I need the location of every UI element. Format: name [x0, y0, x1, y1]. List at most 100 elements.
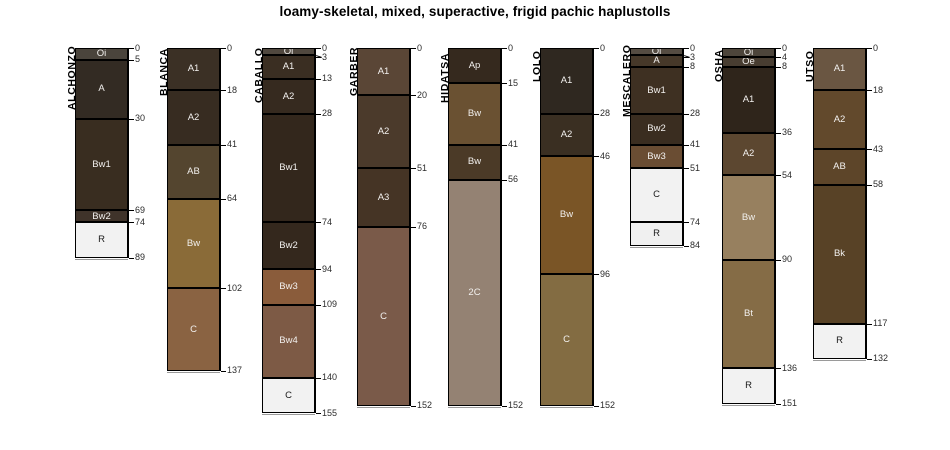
- depth-tick: [502, 83, 507, 85]
- depth-value-label: 58: [873, 179, 884, 190]
- profile-base-line: [448, 406, 501, 408]
- horizon-label: R: [836, 335, 843, 347]
- depth-tick: [776, 48, 781, 49]
- depth-tick: [129, 48, 134, 49]
- depth-tick: [867, 48, 872, 49]
- soil-horizon: C: [540, 274, 593, 406]
- horizon-label: Oe: [742, 57, 755, 67]
- depth-value-label: 109: [322, 299, 338, 310]
- horizon-label: Bw2: [647, 123, 666, 135]
- soil-horizon: R: [75, 222, 128, 258]
- depth-value-label: 0: [227, 42, 233, 53]
- depth-value-label: 43: [873, 143, 884, 154]
- soil-horizon: Ap: [448, 48, 501, 84]
- horizon-label: C: [563, 334, 570, 346]
- depth-tick: [221, 144, 226, 146]
- profile-base-line: [813, 359, 866, 361]
- depth-tick: [316, 377, 321, 379]
- depth-axis-line: [315, 48, 316, 414]
- horizon-label: Bw2: [279, 240, 298, 252]
- horizon-label: Oi: [283, 48, 294, 56]
- horizon-label: Bw3: [647, 150, 666, 162]
- soil-horizon: R: [813, 323, 866, 359]
- depth-value-label: 18: [227, 84, 238, 95]
- soil-horizon: R: [630, 222, 683, 246]
- soil-horizon: Oi: [722, 48, 775, 58]
- horizon-label: A3: [377, 191, 390, 203]
- depth-tick: [594, 48, 599, 49]
- soil-horizon: Bw1: [75, 118, 128, 211]
- depth-tick: [221, 48, 226, 49]
- depth-value-label: 69: [135, 204, 146, 215]
- depth-axis-line: [501, 48, 502, 406]
- depth-value-label: 136: [782, 362, 798, 373]
- soil-horizon: A2: [813, 90, 866, 150]
- soil-horizon: C: [630, 168, 683, 223]
- horizon-label: Oi: [96, 48, 107, 60]
- soil-horizon: A1: [167, 48, 220, 91]
- depth-axis-line: [866, 48, 867, 359]
- depth-tick: [316, 78, 321, 80]
- soil-horizon: C: [167, 288, 220, 371]
- horizon-label: Ap: [468, 59, 481, 71]
- depth-value-label: 13: [322, 73, 333, 84]
- horizon-label: Bk: [833, 248, 846, 260]
- depth-tick: [684, 144, 689, 146]
- soil-horizon: A1: [357, 48, 410, 96]
- horizon-label: Bw: [186, 237, 201, 249]
- depth-value-label: 30: [135, 113, 146, 124]
- profile-base-line: [262, 414, 315, 416]
- depth-tick: [684, 168, 689, 170]
- soil-horizon: A1: [722, 66, 775, 133]
- horizon-label: C: [190, 323, 197, 335]
- soil-horizon: A1: [540, 48, 593, 114]
- depth-value-label: 0: [322, 42, 328, 53]
- horizon-label: 2C: [468, 287, 481, 299]
- depth-value-label: 140: [322, 372, 338, 383]
- soil-horizon: A: [75, 59, 128, 119]
- soil-horizon: A: [630, 55, 683, 67]
- depth-tick: [594, 156, 599, 158]
- depth-value-label: 56: [508, 174, 519, 185]
- depth-tick: [316, 57, 321, 58]
- depth-value-label: 152: [600, 400, 616, 411]
- soil-horizon: Bw2: [630, 113, 683, 145]
- horizon-label: A1: [742, 94, 755, 106]
- depth-value-label: 155: [322, 407, 338, 418]
- depth-value-label: 54: [782, 169, 793, 180]
- depth-tick: [684, 222, 689, 224]
- depth-axis-line: [220, 48, 221, 371]
- depth-value-label: 0: [417, 42, 423, 53]
- depth-value-label: 96: [600, 268, 611, 279]
- soil-horizon: Bw2: [75, 210, 128, 223]
- profile-base-line: [75, 258, 128, 260]
- soil-horizon: R: [722, 368, 775, 404]
- depth-value-label: 5: [135, 54, 141, 65]
- depth-value-label: 8: [690, 61, 696, 72]
- horizon-label: A2: [560, 129, 573, 141]
- horizon-label: R: [745, 380, 752, 392]
- depth-value-label: 0: [782, 42, 788, 53]
- depth-tick: [594, 274, 599, 276]
- depth-value-label: 74: [135, 216, 146, 227]
- depth-tick: [502, 179, 507, 181]
- depth-value-label: 41: [690, 139, 701, 150]
- depth-value-label: 41: [508, 139, 519, 150]
- depth-tick: [316, 222, 321, 224]
- depth-tick: [684, 245, 689, 247]
- depth-axis-line: [410, 48, 411, 406]
- depth-value-label: 90: [782, 254, 793, 265]
- depth-tick: [776, 66, 781, 68]
- horizon-label: C: [380, 310, 387, 322]
- horizon-label: Bw2: [92, 210, 111, 222]
- depth-tick: [411, 226, 416, 228]
- depth-value-label: 28: [322, 108, 333, 119]
- depth-tick: [867, 184, 872, 186]
- depth-tick: [502, 405, 507, 407]
- depth-tick: [129, 257, 134, 259]
- soil-horizon: Bw: [167, 198, 220, 289]
- horizon-label: R: [653, 228, 660, 240]
- depth-value-label: 20: [417, 89, 428, 100]
- depth-value-label: 3: [322, 51, 328, 62]
